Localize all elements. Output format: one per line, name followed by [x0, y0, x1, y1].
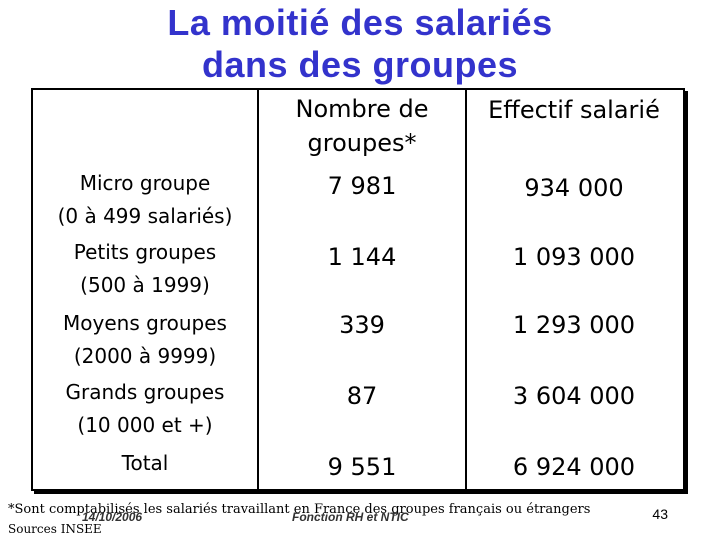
groups-total-cell: 9 551: [327, 453, 397, 481]
data-table: Nombre de groupes* Effectif salarié Micr…: [31, 88, 685, 491]
title-line-2: dans des groupes: [201, 44, 519, 85]
groups-count-cell: 1 144: [327, 243, 397, 271]
employees-cell: 1 293 000: [512, 311, 636, 339]
header-groups-count: Nombre de groupes*: [295, 95, 429, 157]
groups-count-cell: 87: [346, 382, 378, 410]
employees-cell: 1 093 000: [512, 243, 636, 271]
footer-label: Fonction RH et NTIC: [292, 510, 409, 524]
title-line-1: La moitié des salariés: [167, 2, 553, 43]
employees-cell: 3 604 000: [512, 382, 636, 410]
footnote: *Sont comptabilisés les salariés travail…: [8, 502, 591, 517]
table-divider: [465, 90, 467, 489]
slide-date: 14/10/2006: [82, 510, 143, 524]
source-note: Sources INSEE: [8, 522, 102, 536]
total-label: Total: [121, 451, 169, 475]
groups-count-cell: 339: [339, 311, 385, 339]
header-employees: Effectif salarié: [488, 96, 660, 124]
groups-count-cell: 7 981: [327, 172, 397, 200]
table-row-label: Petits groupes (500 à 1999): [73, 240, 217, 297]
table-row-label: Micro groupe (0 à 499 salariés): [57, 171, 233, 228]
table-row-label: Moyens groupes (2000 à 9999): [63, 311, 227, 368]
table-row-label: Grands groupes (10 000 et +): [65, 380, 225, 437]
slide-title: La moitié des salariés dans des groupes: [0, 2, 720, 86]
employees-cell: 934 000: [524, 174, 624, 202]
employees-total-cell: 6 924 000: [512, 453, 636, 481]
page-number: 43: [652, 506, 668, 522]
table-divider: [257, 90, 259, 489]
